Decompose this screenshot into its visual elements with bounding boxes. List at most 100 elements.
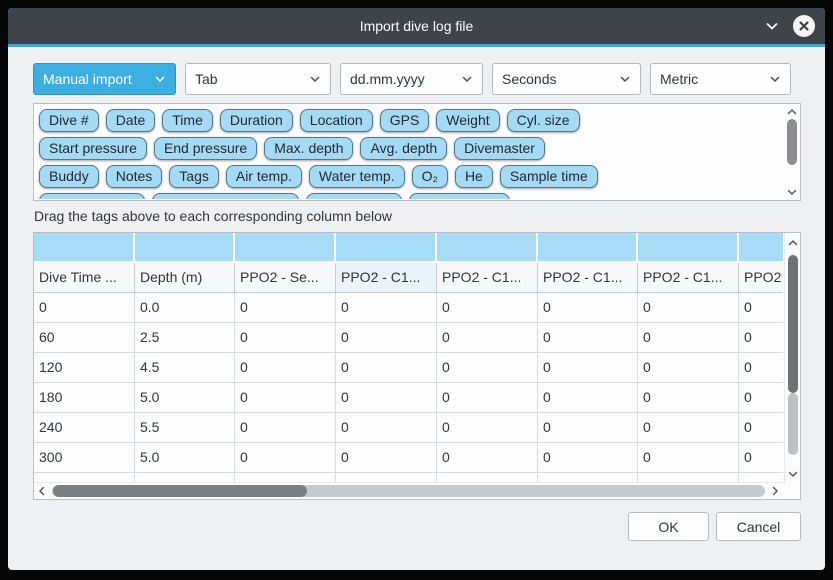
scroll-up-icon[interactable] [785,235,801,251]
scrollbar-thumb[interactable] [788,255,798,393]
field-tag[interactable]: GPS [379,109,430,132]
drop-target-cell[interactable] [638,233,739,263]
table-cell: 300 [34,443,135,473]
table-cell: 0 [437,323,538,353]
table-horizontal-scrollbar[interactable] [34,482,783,499]
table-cell: 0 [437,413,538,443]
column-header[interactable]: PPO2 - C1... [638,263,739,293]
tag-row: Dive # Date Time Duration Location GPS Weight C… [39,109,783,132]
table-cell [336,473,437,482]
table-cell: 0 [739,413,783,443]
date-format-select[interactable]: dd.mm.yyyy [340,63,483,95]
field-tag[interactable]: He [454,165,493,188]
duration-format-select[interactable]: Seconds [492,63,641,95]
table-row: 0 0.0 0 0 0 0 0 0 [34,293,783,323]
field-tag[interactable]: O₂ [411,165,448,188]
scrollbar-thumb[interactable] [787,119,797,165]
table-cell: 0 [336,413,437,443]
table-cell: 0 [437,443,538,473]
field-tag[interactable]: Sample depth [39,193,146,199]
cancel-button[interactable]: Cancel [716,512,801,541]
table-cell: 0 [235,443,336,473]
window-title: Import dive log file [359,18,474,34]
titlebar[interactable]: Import dive log file [8,8,825,44]
field-tag[interactable]: Date [105,109,156,132]
field-tag[interactable]: Location [299,109,373,132]
table-cell: 0 [34,293,135,323]
shade-chevron-down-icon[interactable] [763,17,781,35]
import-type-select[interactable]: Manual import [33,63,176,95]
column-header[interactable]: Depth (m) [135,263,235,293]
close-icon[interactable] [793,15,815,37]
scroll-up-icon[interactable] [784,104,800,120]
field-tag[interactable]: Sample CNS [408,193,510,199]
field-tag[interactable]: Avg. depth [360,137,448,160]
import-type-value: Manual import [43,71,132,87]
field-separator-select[interactable]: Tab [185,63,331,95]
scroll-down-icon[interactable] [785,466,801,482]
field-tag[interactable]: End pressure [153,137,258,160]
field-tag[interactable]: Dive # [39,109,99,132]
scroll-down-icon[interactable] [784,184,800,200]
column-header[interactable]: PPO2 - C1... [437,263,538,293]
table-cell: 0 [235,383,336,413]
drop-target-cell[interactable] [538,233,638,263]
table-cell: 0 [638,383,739,413]
field-tag[interactable]: Tags [169,165,219,188]
table-cell: 0 [336,443,437,473]
field-tag[interactable]: Water temp. [308,165,405,188]
table-vertical-scrollbar[interactable] [784,233,800,484]
table-cell: 0 [638,353,739,383]
field-tag[interactable]: Sample time [499,165,598,188]
field-tag[interactable]: Duration [219,109,293,132]
field-tag[interactable]: Weight [436,109,500,132]
column-header[interactable]: Dive Time ... [34,263,135,293]
table-cell: 0 [538,443,638,473]
field-tag[interactable]: Max. depth [264,137,354,160]
scroll-right-icon[interactable] [767,483,783,499]
field-tag[interactable]: Buddy [39,165,99,188]
table-cell: 5.0 [135,443,235,473]
field-tag[interactable]: Time [162,109,213,132]
field-tag[interactable]: Sample pO₂ [306,193,402,199]
chevron-down-icon [309,73,321,85]
column-header[interactable]: PPO2 - Se... [235,263,336,293]
field-tag[interactable]: Air temp. [225,165,302,188]
chevron-down-icon [461,73,473,85]
field-tag[interactable]: Sample temperature [152,193,300,199]
drop-target-cell[interactable] [135,233,235,263]
field-tag[interactable]: Notes [105,165,163,188]
drop-target-cell[interactable] [336,233,437,263]
table-row: 300 5.0 0 0 0 0 0 0 [34,443,783,473]
drag-instruction-label: Drag the tags above to each correspondin… [34,208,392,224]
field-tag[interactable]: Start pressure [39,137,147,160]
table-cell: 4.5 [135,353,235,383]
table-row: 120 4.5 0 0 0 0 0 0 [34,353,783,383]
drop-target-cell[interactable] [739,233,783,263]
table-row-partial [34,473,783,482]
chevron-down-icon [769,73,781,85]
table-cell: 0 [538,413,638,443]
field-tag[interactable]: Cyl. size [506,109,580,132]
scrollbar-thumb[interactable] [53,485,307,497]
table-cell: 60 [34,323,135,353]
table-body: 0 0.0 0 0 0 0 0 0 60 2.5 0 0 0 0 0 0 120 4.5 0 0 0 0 0 0 180 5.0 0… [34,293,783,482]
field-tag[interactable]: Divemaster [454,137,545,160]
drop-target-cell[interactable] [235,233,336,263]
drop-target-cell[interactable] [34,233,135,263]
column-header[interactable]: PPO2 - C1... [538,263,638,293]
tags-scrollbar[interactable] [784,104,800,200]
column-header[interactable]: PPO2 [739,263,783,293]
units-select[interactable]: Metric [650,63,791,95]
scroll-left-icon[interactable] [34,483,50,499]
table-cell: 0 [336,293,437,323]
ok-button[interactable]: OK [628,512,709,541]
tag-row: Buddy Notes Tags Air temp. Water temp. O₂ He Sa… [39,165,783,188]
table-row: 180 5.0 0 0 0 0 0 0 [34,383,783,413]
table-cell: 0 [538,383,638,413]
scrollbar-track-segment[interactable] [788,393,798,455]
column-header[interactable]: PPO2 - C1... [336,263,437,293]
table-header-row: Dive Time ... Depth (m) PPO2 - Se... PPO2 -… [34,263,783,293]
drop-target-cell[interactable] [437,233,538,263]
table-cell: 0 [739,293,783,323]
